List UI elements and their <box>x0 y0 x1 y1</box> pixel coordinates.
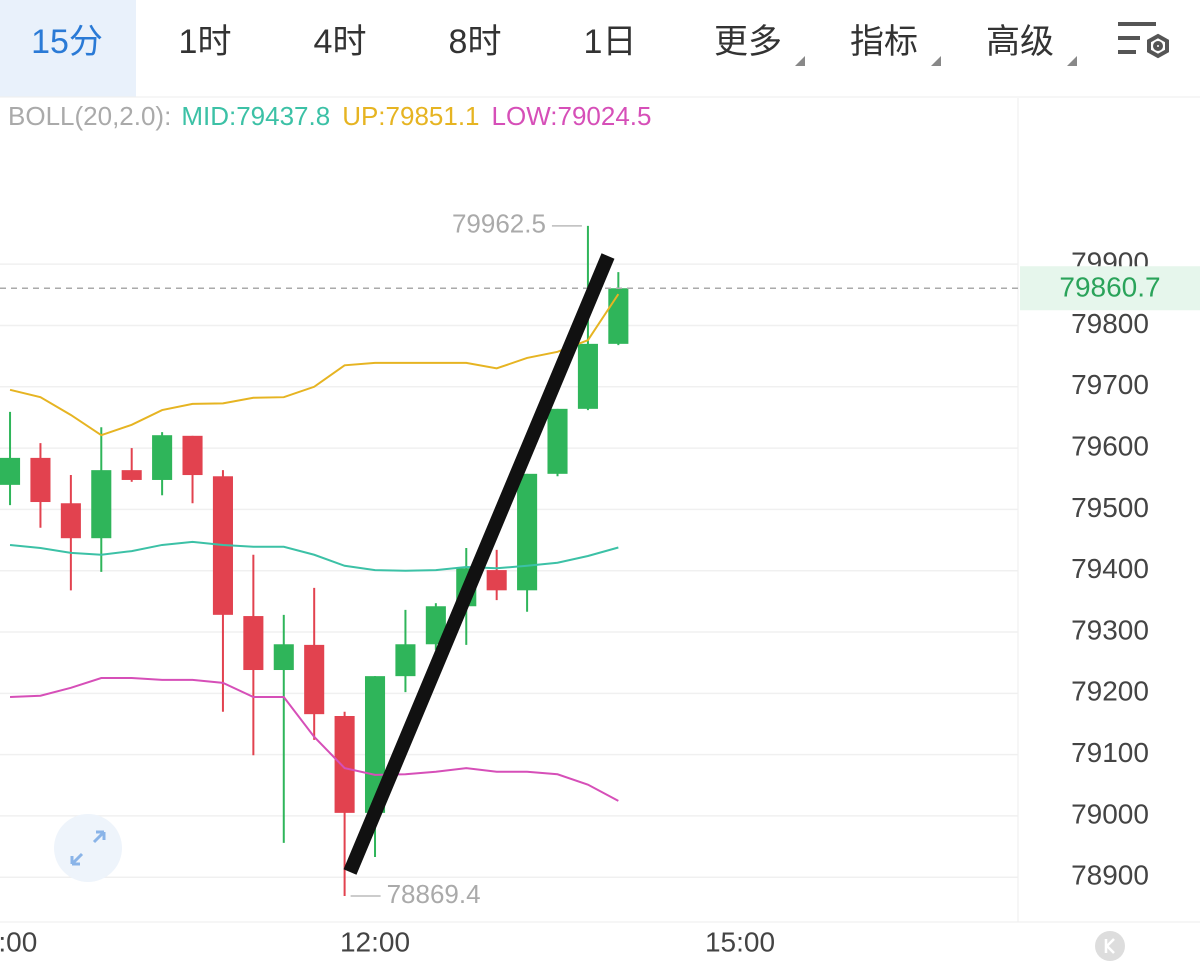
candle-body <box>486 570 507 591</box>
candle-body <box>121 470 142 480</box>
candle-body <box>608 288 629 344</box>
expand-button[interactable] <box>54 814 122 882</box>
y-tick-label: 79500 <box>1071 492 1149 523</box>
tab[interactable]: 高级 <box>986 23 1054 61</box>
k-button[interactable] <box>1095 931 1125 961</box>
tab[interactable]: 1时 <box>179 23 232 61</box>
tab[interactable]: 8时 <box>449 23 502 61</box>
min-label: 78869.4 <box>387 879 481 909</box>
candle-body <box>547 408 568 474</box>
settings-icon[interactable] <box>1118 22 1169 59</box>
tab[interactable]: 15分 <box>31 23 103 61</box>
boll-line <box>9 540 619 572</box>
last-price-box <box>1020 266 1200 311</box>
y-tick-label: 79400 <box>1071 553 1149 584</box>
candle-body <box>0 457 21 485</box>
legend-entry: UP:79851.1 <box>342 101 479 131</box>
y-tick-label: 79300 <box>1071 614 1149 645</box>
active-tab-bg <box>0 0 136 97</box>
legend-entry: MID:79437.8 <box>181 101 330 131</box>
last-price-label: 79860.7 <box>1059 272 1160 303</box>
candle-body <box>425 606 446 645</box>
x-tick-label: 15:00 <box>705 926 775 957</box>
y-tick-label: 79600 <box>1071 430 1149 461</box>
candle-body <box>304 644 325 715</box>
tab[interactable]: 4时 <box>314 23 367 61</box>
candle-body <box>273 644 294 671</box>
tab[interactable]: 更多 <box>714 23 782 61</box>
boll-line <box>9 293 620 437</box>
candle-body <box>395 644 416 677</box>
candle-body <box>334 716 355 813</box>
expand-icon <box>70 830 106 866</box>
y-tick-label: 79700 <box>1071 369 1149 400</box>
x-tick-label: 12:00 <box>340 926 410 957</box>
candle-body <box>243 616 264 671</box>
tab[interactable]: 1日 <box>584 23 637 61</box>
candle-body <box>152 435 173 480</box>
y-tick-label: 79200 <box>1071 676 1149 707</box>
y-tick-label: 78900 <box>1071 860 1149 891</box>
candle-body <box>30 457 51 503</box>
candle-body <box>577 343 598 409</box>
dropdown-arrows <box>795 56 1077 66</box>
candle-body <box>182 435 203 476</box>
candle-body <box>517 473 538 591</box>
y-tick-label: 79000 <box>1071 798 1149 829</box>
drawn-trendline <box>343 253 615 875</box>
y-tick-label: 79800 <box>1071 308 1149 339</box>
boll-line <box>9 676 619 802</box>
max-label: 79962.5 <box>452 209 546 239</box>
tab[interactable]: 指标 <box>850 23 918 61</box>
candle-body <box>60 503 81 539</box>
x-tick-label: 9:00 <box>0 926 37 957</box>
candle-body <box>91 470 112 539</box>
y-tick-label: 79100 <box>1071 737 1149 768</box>
legend-entry: LOW:79024.5 <box>492 101 652 131</box>
k-icon <box>1104 938 1115 954</box>
indicator-label: BOLL(20,2.0): <box>8 101 171 131</box>
candle-body <box>364 676 386 813</box>
